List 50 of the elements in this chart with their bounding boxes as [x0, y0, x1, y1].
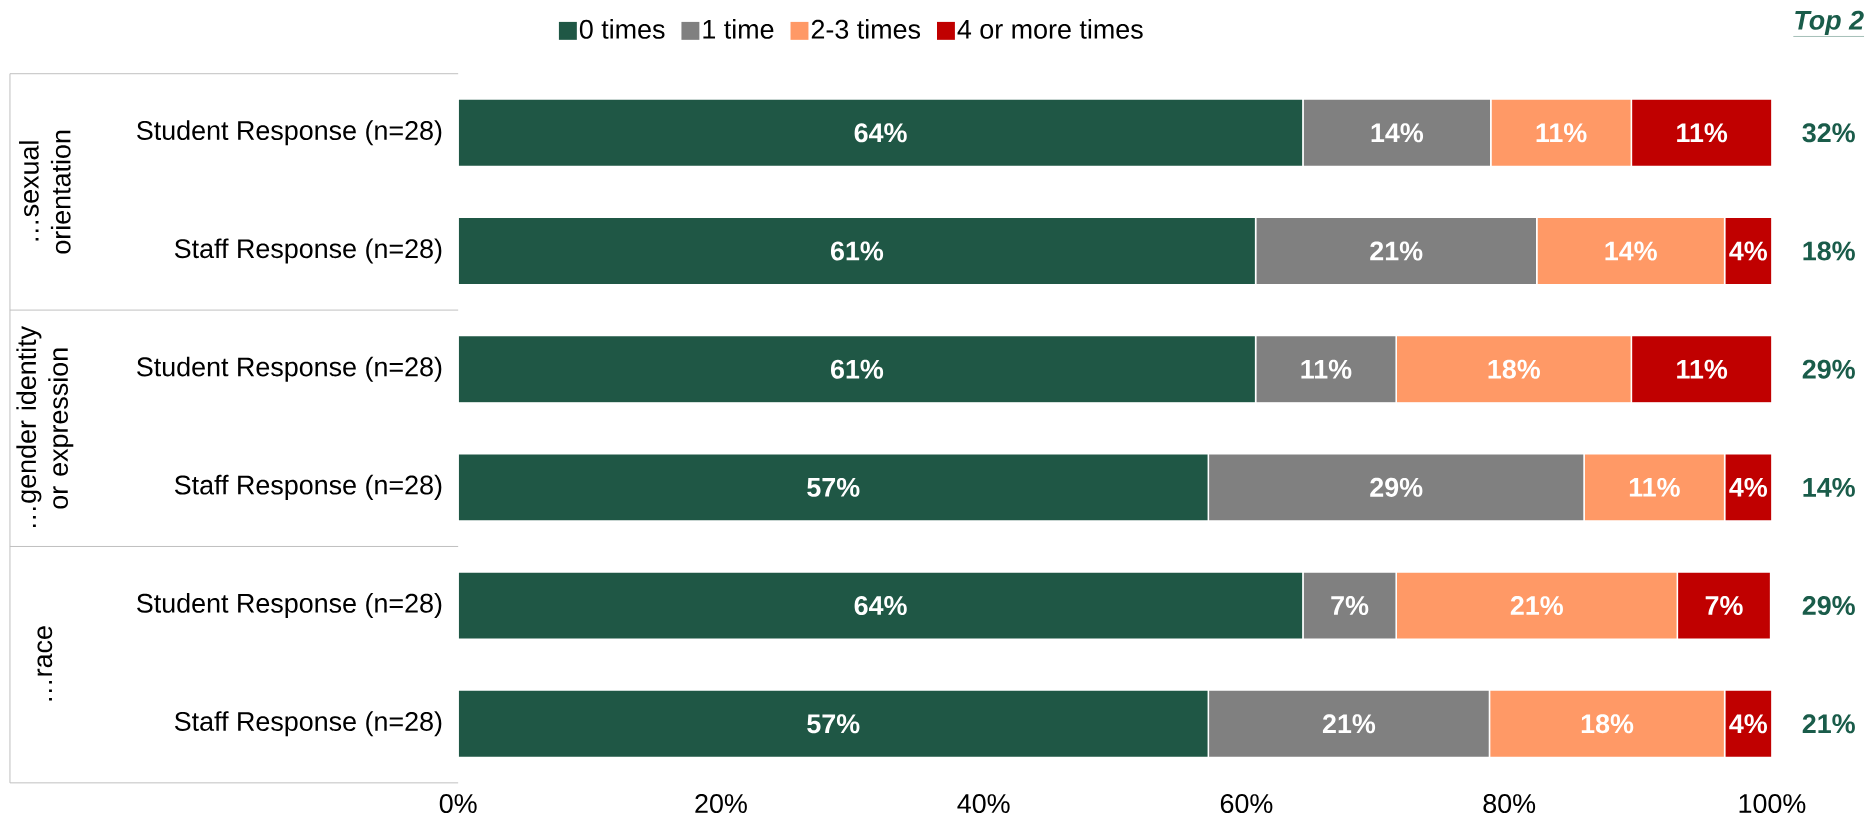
legend-label: 4 or more times	[957, 19, 1143, 40]
data-label: 7%	[1331, 596, 1369, 616]
y-tick-label: Student Response (n=28)	[137, 120, 442, 146]
text: 29%	[1802, 596, 1855, 616]
data-label: 18%	[1581, 714, 1634, 734]
data-label: 64%	[854, 596, 907, 616]
data-label: 11%	[1536, 123, 1587, 143]
y-tick-label: Student Response (n=28)	[137, 356, 442, 382]
text: 21%	[1802, 714, 1855, 734]
data-label: 21%	[1370, 241, 1423, 261]
data-label: 4%	[1729, 714, 1768, 734]
text: …sexual orientation	[19, 131, 71, 254]
text: …gender identity or expression	[16, 326, 74, 528]
data-label: 11%	[1677, 359, 1728, 379]
legend-label: 0 times	[579, 19, 665, 40]
data-label: 61%	[830, 241, 884, 261]
data-label: 7%	[1705, 596, 1743, 616]
legend-label: 2-3 times	[811, 19, 921, 40]
data-label: 14%	[1371, 123, 1424, 143]
data-label: 11%	[1301, 359, 1352, 379]
x-tick-label: 100%	[1739, 794, 1806, 814]
data-label: 29%	[1370, 478, 1423, 498]
x-tick-label: 40%	[957, 794, 1010, 814]
text: 18%	[1803, 241, 1855, 261]
data-label: 57%	[807, 714, 860, 734]
y-tick-label: Student Response (n=28)	[137, 593, 442, 619]
data-label: 64%	[854, 123, 907, 143]
y-tick-label: Staff Response (n=28)	[174, 475, 442, 501]
data-label: 11%	[1629, 478, 1680, 497]
data-label: 4%	[1729, 241, 1768, 261]
text: 14%	[1803, 478, 1855, 498]
text: 29%	[1802, 359, 1855, 379]
data-label: 14%	[1605, 241, 1657, 261]
text: 32%	[1802, 123, 1855, 143]
data-label: 21%	[1322, 714, 1376, 734]
data-label: 4%	[1729, 478, 1768, 497]
legend-label: 1 time	[703, 19, 774, 40]
data-label: 21%	[1510, 596, 1563, 616]
y-tick-label: Staff Response (n=28)	[174, 711, 442, 737]
x-tick-label: 60%	[1220, 794, 1273, 814]
text: Top 2	[1795, 10, 1864, 36]
data-label: 57%	[807, 478, 860, 498]
data-label: 18%	[1488, 359, 1540, 379]
y-tick-label: Staff Response (n=28)	[174, 238, 442, 264]
text: …race	[37, 626, 53, 701]
x-tick-label: 80%	[1483, 794, 1536, 814]
x-tick-label: 20%	[695, 794, 747, 814]
x-tick-label: 0%	[439, 794, 477, 814]
data-label: 11%	[1677, 123, 1728, 143]
data-label: 61%	[830, 359, 884, 379]
